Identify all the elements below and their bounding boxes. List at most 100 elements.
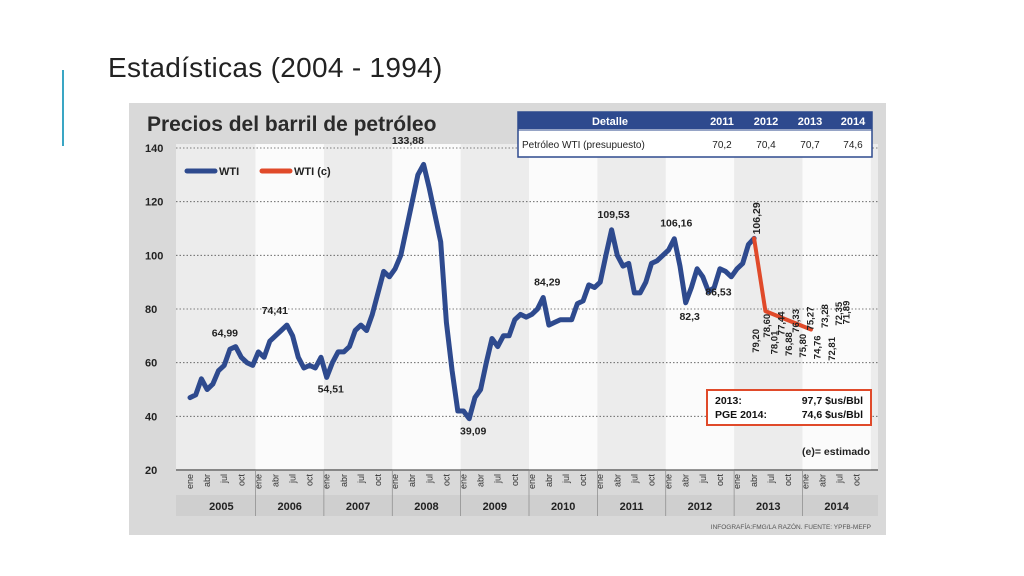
table-header-detalle: Detalle (592, 116, 628, 128)
x-month-tick-label: abr (612, 474, 622, 487)
x-month-tick-label: ene (664, 474, 674, 489)
x-month-tick-label: abr (202, 474, 212, 487)
series-line-wti (187, 161, 757, 422)
data-point (200, 377, 203, 380)
data-point (205, 388, 209, 391)
data-point (553, 321, 556, 324)
data-point (673, 237, 676, 240)
data-point (627, 262, 630, 265)
forecast-label: 71,89 (841, 301, 852, 325)
data-point (194, 393, 197, 397)
data-point (547, 323, 551, 327)
table-header-2014: 2014 (841, 116, 866, 128)
data-point (479, 388, 482, 391)
value-annotation: 64,99 (212, 328, 238, 340)
x-month-tick-label: jul (561, 474, 571, 484)
data-point (388, 275, 391, 278)
y-tick-label: 20 (145, 465, 157, 477)
data-point (376, 291, 380, 295)
data-point (599, 280, 602, 284)
data-point (354, 329, 357, 332)
data-point (217, 369, 220, 372)
data-point (695, 267, 699, 270)
data-point (490, 337, 494, 340)
infobox-value-pge2014: 74,6 $us/Bbl (802, 409, 863, 421)
data-point (542, 296, 545, 299)
data-point (576, 302, 579, 305)
data-point (707, 290, 710, 293)
year-band-2008 (392, 144, 461, 470)
data-point (570, 318, 573, 321)
x-month-tick-label: abr (339, 474, 349, 487)
x-month-tick-label: jul (356, 474, 366, 484)
data-point (718, 267, 722, 270)
data-point (240, 356, 243, 359)
data-point (667, 248, 670, 252)
data-point (764, 309, 767, 313)
x-month-tick-label: jul (424, 474, 434, 484)
value-annotation: 74,41 (262, 305, 288, 317)
forecast-label: 72,81 (827, 336, 838, 360)
data-point (593, 286, 596, 289)
forecast-label: 76,88 (784, 332, 795, 356)
data-point (428, 187, 431, 190)
forecast-label: 74,76 (813, 335, 824, 359)
y-tick-label: 100 (145, 250, 163, 262)
data-point (684, 301, 687, 305)
data-point (371, 313, 374, 316)
year-label-strip (176, 495, 878, 516)
value-annotation: 86,53 (705, 287, 731, 299)
value-annotation: 82,3 (679, 311, 700, 323)
value-annotation: 39,09 (460, 426, 486, 438)
data-point (724, 270, 727, 273)
data-point (456, 409, 459, 413)
x-month-tick-label: abr (749, 474, 759, 487)
data-point (228, 348, 232, 351)
x-month-tick-label: jul (766, 474, 776, 484)
x-year-label: 2008 (414, 501, 438, 513)
data-point (536, 307, 539, 311)
x-month-tick-label: oct (305, 474, 315, 487)
data-point (559, 318, 562, 321)
data-point (655, 259, 659, 262)
x-month-tick-label: oct (441, 474, 451, 487)
forecast-label: 78,01 (769, 330, 780, 354)
infobox-label-2013: 2013: (715, 395, 742, 407)
x-month-tick-label: abr (817, 474, 827, 487)
x-month-tick-label: ene (322, 474, 332, 489)
data-point (422, 163, 425, 166)
table-cell-2014: 74,6 (843, 140, 863, 151)
legend-label-wti-c: WTI (c) (294, 166, 331, 178)
data-point (473, 396, 477, 399)
x-month-tick-label: oct (510, 474, 520, 487)
data-point (336, 350, 340, 354)
infobox-label-pge2014: PGE 2014: (715, 409, 767, 421)
x-year-label: 2011 (620, 501, 644, 513)
x-year-label: 2013 (756, 501, 780, 513)
data-point (809, 328, 813, 331)
chart-legend: WTI WTI (c) (184, 166, 331, 178)
data-point (433, 213, 437, 217)
data-point (291, 334, 294, 338)
x-month-tick-label: ene (800, 474, 810, 489)
data-point (416, 173, 420, 177)
data-point (302, 366, 306, 370)
data-point (701, 275, 704, 278)
x-month-tick-label: oct (646, 474, 656, 487)
y-tick-label: 80 (145, 304, 157, 316)
data-point (581, 299, 585, 303)
x-year-label: 2007 (346, 501, 370, 513)
x-month-tick-label: abr (476, 474, 486, 487)
x-month-tick-label: abr (544, 474, 554, 487)
budget-table-header-bg (518, 112, 872, 129)
data-point (712, 286, 716, 289)
slide-title: Estadísticas (2004 - 1994) (108, 52, 443, 83)
x-year-label: 2006 (277, 501, 301, 513)
data-point (747, 243, 750, 246)
data-point (730, 275, 733, 278)
x-month-tick-label: oct (852, 474, 862, 487)
year-band-2006 (255, 144, 324, 470)
data-point (633, 291, 636, 295)
data-point (507, 334, 511, 338)
x-month-tick-label: oct (373, 474, 383, 487)
